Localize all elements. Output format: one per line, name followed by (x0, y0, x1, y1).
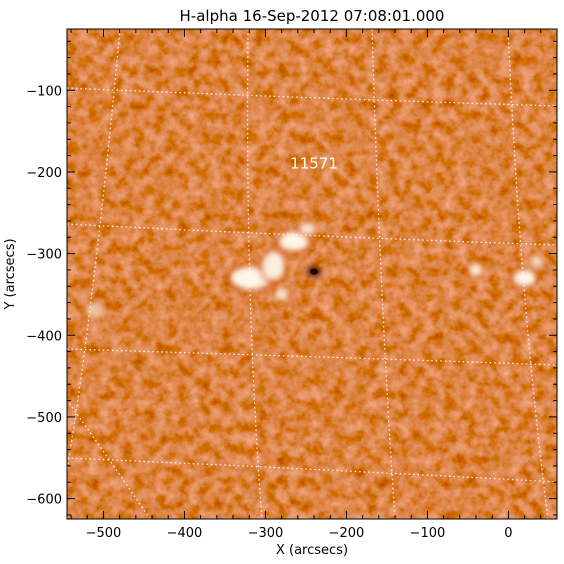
y-tick-label: −300 (26, 248, 62, 263)
bright-plage-region (262, 251, 285, 281)
heliographic-grid-line (67, 223, 557, 246)
heliographic-grid-line (246, 29, 263, 519)
x-tick-label: −100 (410, 526, 446, 541)
bright-plage-region (279, 231, 309, 252)
y-axis: −100 −200 −300 −400 −500 −600 (26, 40, 557, 516)
x-tick-label: −300 (248, 526, 284, 541)
y-tick-label: −500 (26, 411, 62, 426)
bright-plage-region (468, 263, 484, 277)
bright-plage-region (513, 269, 536, 287)
x-tick-label: −400 (167, 526, 203, 541)
plot-area: 11571 (67, 29, 557, 519)
plot-frame (66, 28, 558, 520)
sunspot-umbra (310, 268, 318, 275)
heliographic-grid-line (67, 348, 557, 366)
heliographic-grid-line (67, 29, 121, 471)
x-axis-label: X (arcsecs) (276, 543, 348, 558)
y-axis-label: Y (arcsecs) (3, 238, 18, 310)
bright-plage-region (274, 287, 289, 301)
x-tick-label: 0 (504, 526, 512, 541)
x-tick-label: −500 (86, 526, 122, 541)
bright-plage-region (530, 255, 544, 269)
heliographic-grid-line (67, 87, 557, 107)
bright-plage-region (299, 223, 316, 235)
y-tick-label: −200 (26, 166, 62, 181)
chart-title: H-alpha 16-Sep-2012 07:08:01.000 (180, 7, 445, 25)
active-region-label: 11571 (290, 155, 338, 173)
y-tick-label: −400 (26, 329, 62, 344)
y-tick-label: −100 (26, 84, 62, 99)
heliographic-grid-line (67, 457, 557, 483)
x-tick-label: −200 (329, 526, 365, 541)
bright-plage-region (84, 302, 107, 319)
x-axis: −500 −400 −300 −200 −100 0 (70, 29, 558, 541)
y-tick-label: −600 (26, 493, 62, 508)
